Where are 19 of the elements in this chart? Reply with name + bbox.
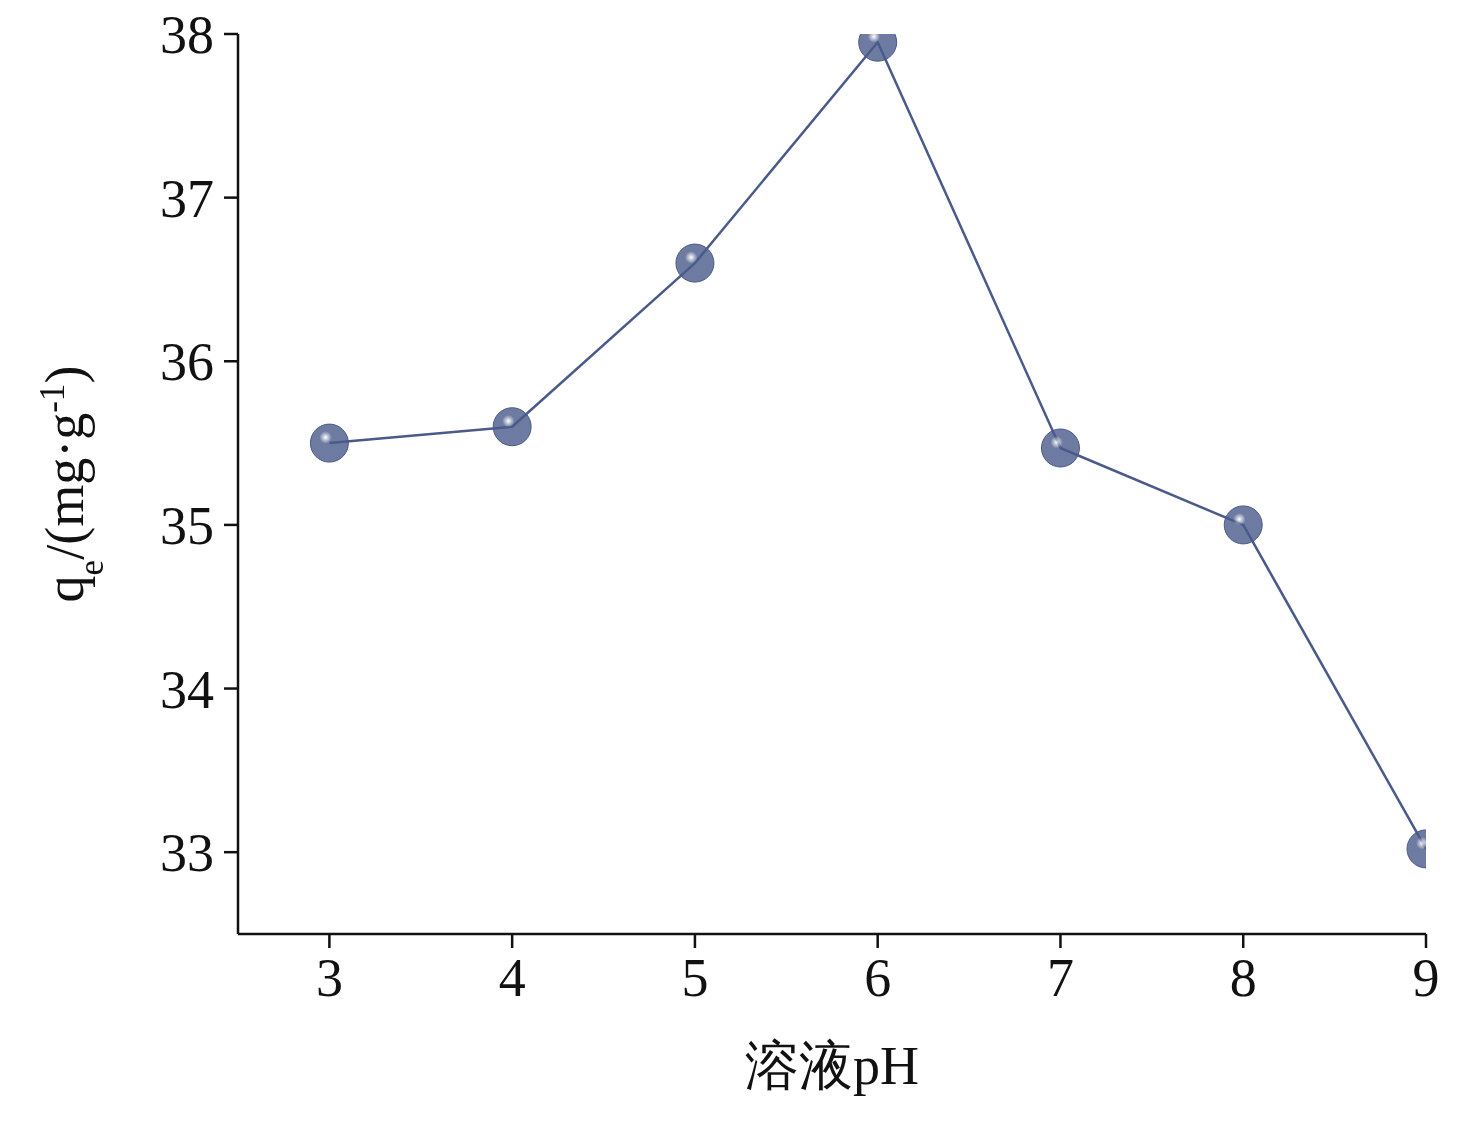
y-tick-label: 35: [160, 496, 214, 557]
x-tick-label: 7: [1046, 948, 1074, 1009]
y-tick-label: 33: [160, 823, 214, 884]
x-tick-label: 8: [1229, 948, 1257, 1009]
x-tick-label: 9: [1412, 948, 1440, 1009]
point: [1223, 505, 1263, 545]
point: [1040, 428, 1080, 468]
y-tick-label: 37: [160, 168, 214, 229]
y-tick-label: 36: [160, 332, 214, 393]
x-tick-label: 3: [315, 948, 343, 1009]
x-tick-label: 6: [864, 948, 892, 1009]
y-tick-label: 34: [160, 659, 214, 720]
x-tick-label: 5: [681, 948, 709, 1009]
point: [309, 423, 349, 463]
point: [675, 243, 715, 283]
y-tick-label: 38: [160, 5, 214, 66]
x-axis-title: 溶液pH: [745, 1036, 919, 1096]
point: [492, 407, 532, 447]
x-tick-label: 4: [498, 948, 526, 1009]
